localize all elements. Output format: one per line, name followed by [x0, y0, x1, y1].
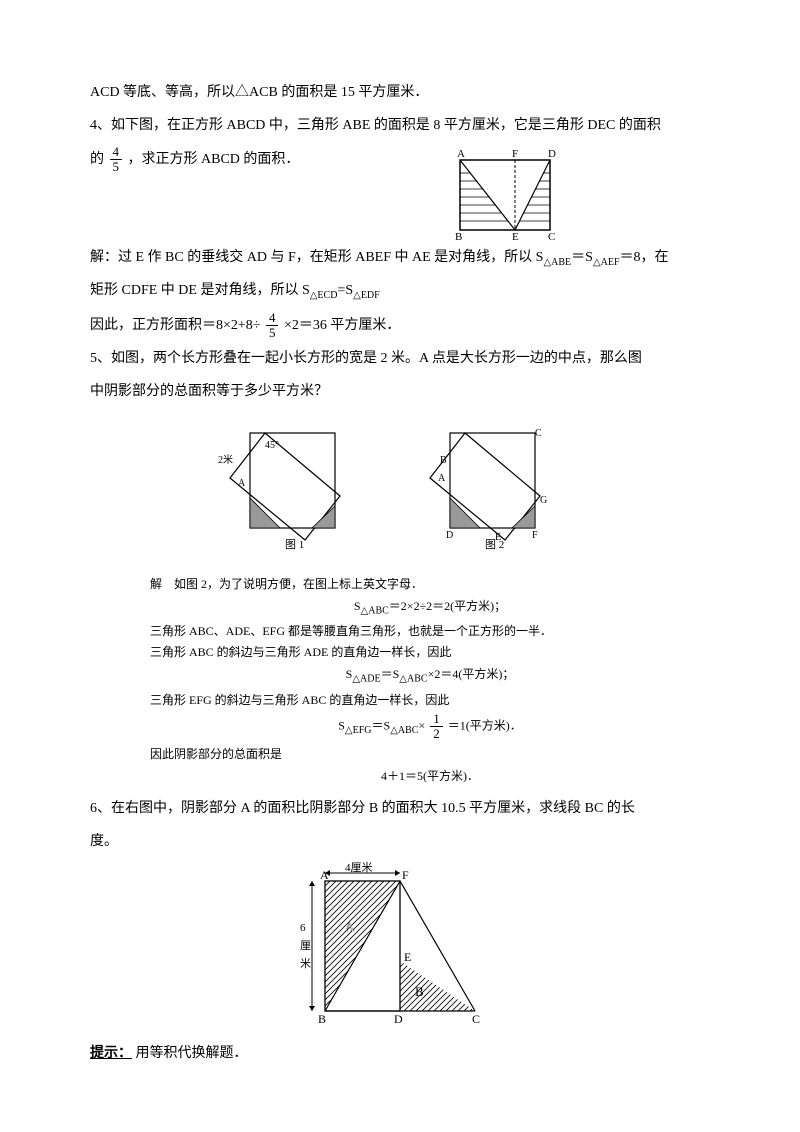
p4s1-c: ＝8，在 — [620, 250, 669, 265]
p5-s3: 三角形 ABC 的斜边与三角形 ADE 的直角边一样长，因此 — [150, 642, 710, 662]
p5-eq1: S△ABC＝2×2÷2＝2(平方米)； — [150, 596, 710, 619]
eq3-fd: 2 — [430, 727, 443, 741]
label-F-r: F — [532, 530, 538, 541]
sub-abe: △ABE — [543, 257, 571, 268]
fraction-1-2: 1 2 — [430, 712, 443, 742]
problem5-line2: 中阴影部分的总面积等于多少平方米？ — [90, 379, 710, 406]
eq3-sub: △EFG — [345, 725, 372, 736]
label-A-r: A — [438, 473, 446, 484]
p4s1-b: ＝S — [571, 250, 593, 265]
p6-D: D — [394, 1012, 403, 1026]
problem4-solution-line1: 解：过 E 作 BC 的垂线交 AD 与 F，在矩形 ABEF 中 AE 是对角… — [90, 245, 710, 272]
eq3-sub2: △ABC — [390, 725, 418, 736]
sub-edf: △EDF — [353, 290, 380, 301]
p5-s4: 三角形 EFG 的斜边与三角形 ABC 的直角边一样长，因此 — [150, 690, 710, 710]
label-2m: 2米 — [218, 453, 233, 466]
p6-Btxt: B — [415, 984, 424, 999]
frac-num2: 4 — [266, 311, 279, 326]
p5-eq2: S△ADE＝S△ABC×2＝4(平方米)； — [150, 664, 710, 687]
eq3-mid: ＝S — [372, 718, 391, 732]
frac-num: 4 — [110, 145, 123, 160]
p6-A: A — [320, 868, 329, 882]
problem4-solution-line3: 因此，正方形面积＝8×2+8÷ 4 5 ×2＝36 平方厘米． — [90, 311, 710, 341]
dim6-a: 6 — [300, 922, 306, 934]
eq1-sub: △ABC — [361, 605, 389, 616]
p5-s5: 因此阴影部分的总面积是 — [150, 744, 710, 764]
problem5-solution: 解 如图 2，为了说明方便，在图上标上英文字母． S△ABC＝2×2÷2＝2(平… — [150, 574, 710, 787]
p4s2-b: =S — [337, 283, 353, 298]
hint-text: 用等积代换解题． — [136, 1046, 248, 1061]
eq3-S: S — [338, 718, 345, 732]
p4-l2-suffix: ，求正方形 ABCD 的面积． — [128, 152, 300, 167]
hint-label: 提示： — [90, 1046, 132, 1061]
problem4-solution-line2: 矩形 CDFE 中 DE 是对角线，所以 S△ECD=S△EDF — [90, 278, 710, 305]
caption-fig1: 图 1 — [285, 538, 304, 551]
p6-E: E — [404, 950, 411, 964]
label-G-r: G — [540, 495, 547, 506]
p4s2-a: 矩形 CDFE 中 DE 是对角线，所以 S — [90, 283, 310, 298]
label-E: E — [512, 231, 519, 243]
document-page: ACD 等底、等高，所以△ACB 的面积是 15 平方厘米． 4、如下图，在正方… — [0, 0, 800, 1132]
problem5-line1: 5、如图，两个长方形叠在一起小长方形的宽是 2 米。A 点是大长方形一边的中点，… — [90, 346, 710, 373]
sub-aef: △AEF — [593, 257, 620, 268]
eq3-fn: 1 — [430, 712, 443, 727]
dim6-c: 米 — [300, 957, 311, 970]
problem4-line1: 4、如下图，在正方形 ABCD 中，三角形 ABE 的面积是 8 平方厘米，它是… — [90, 113, 710, 140]
dim-4cm: 4厘米 — [345, 861, 373, 874]
caption-fig2: 图 2 — [485, 538, 504, 551]
p4s3-b: ×2＝36 平方厘米． — [284, 318, 400, 333]
p5-eq3: S△EFG＝S△ABC× 1 2 ＝1(平方米)． — [150, 712, 710, 742]
eq2-sub: △ADE — [352, 674, 380, 685]
problem4-line2: 的 4 5 ，求正方形 ABCD 的面积． — [90, 145, 299, 175]
eq2-mid: ＝S — [381, 667, 400, 681]
problem6-hint: 提示： 用等积代换解题． — [90, 1041, 710, 1068]
p6-B: B — [318, 1012, 326, 1026]
sub-ecd: △ECD — [310, 290, 338, 301]
dim6-b: 厘 — [300, 940, 311, 952]
label-D: D — [548, 148, 556, 160]
label-C: C — [548, 231, 555, 243]
problem5-figure: 2米 45° A 图 1 A B C D E F G 图 2 — [210, 418, 590, 568]
fraction-4-5: 4 5 — [110, 145, 123, 175]
eq3-rest: ＝1(平方米)． — [448, 718, 522, 732]
label-A-left: A — [238, 478, 246, 489]
label-C-r: C — [535, 428, 542, 439]
p5-eq4: 4＋1＝5(平方米)． — [150, 766, 710, 786]
eq2-sub2: △ABC — [399, 674, 427, 685]
p4s1-a: 解：过 E 作 BC 的垂线交 AD 与 F，在矩形 ABEF 中 AE 是对角… — [90, 250, 543, 265]
eq1-S: S — [354, 599, 361, 613]
eq2-rest: ×2＝4(平方米)； — [428, 667, 515, 681]
p6-F: F — [402, 868, 409, 882]
frac-den2: 5 — [266, 326, 279, 340]
problem4-figure: A F D B E C — [435, 145, 575, 245]
p5-s1: 解 如图 2，为了说明方便，在图上标上英文字母． — [150, 574, 710, 594]
problem6-figure: 4厘米 6 厘 米 A F B D C E A B — [290, 861, 510, 1041]
label-45: 45° — [265, 440, 279, 451]
problem6-line1: 6、在右图中，阴影部分 A 的面积比阴影部分 B 的面积大 10.5 平方厘米，… — [90, 796, 710, 823]
fraction-4-5-b: 4 5 — [266, 311, 279, 341]
label-F: F — [512, 148, 518, 160]
eq3-mid2: × — [418, 718, 425, 732]
label-A: A — [457, 148, 465, 160]
label-B-r: B — [440, 455, 447, 466]
p6-Atxt: A — [345, 919, 355, 934]
label-D-r: D — [446, 530, 453, 541]
problem6-line2: 度。 — [90, 829, 710, 856]
problem5-figure-wrap: 2米 45° A 图 1 A B C D E F G 图 2 — [90, 418, 710, 568]
top-continuation-line: ACD 等底、等高，所以△ACB 的面积是 15 平方厘米． — [90, 80, 710, 107]
p6-C: C — [472, 1012, 480, 1026]
frac-den: 5 — [110, 160, 123, 174]
p4-l2-prefix: 的 — [90, 152, 104, 167]
label-B: B — [455, 231, 462, 243]
eq1-rest: ＝2×2÷2＝2(平方米)； — [389, 599, 506, 613]
problem6-figure-wrap: 4厘米 6 厘 米 A F B D C E A B — [90, 861, 710, 1041]
p5-s2: 三角形 ABC、ADE、EFG 都是等腰直角三角形，也就是一个正方形的一半． — [150, 621, 710, 641]
p4s3-a: 因此，正方形面积＝8×2+8÷ — [90, 318, 260, 333]
